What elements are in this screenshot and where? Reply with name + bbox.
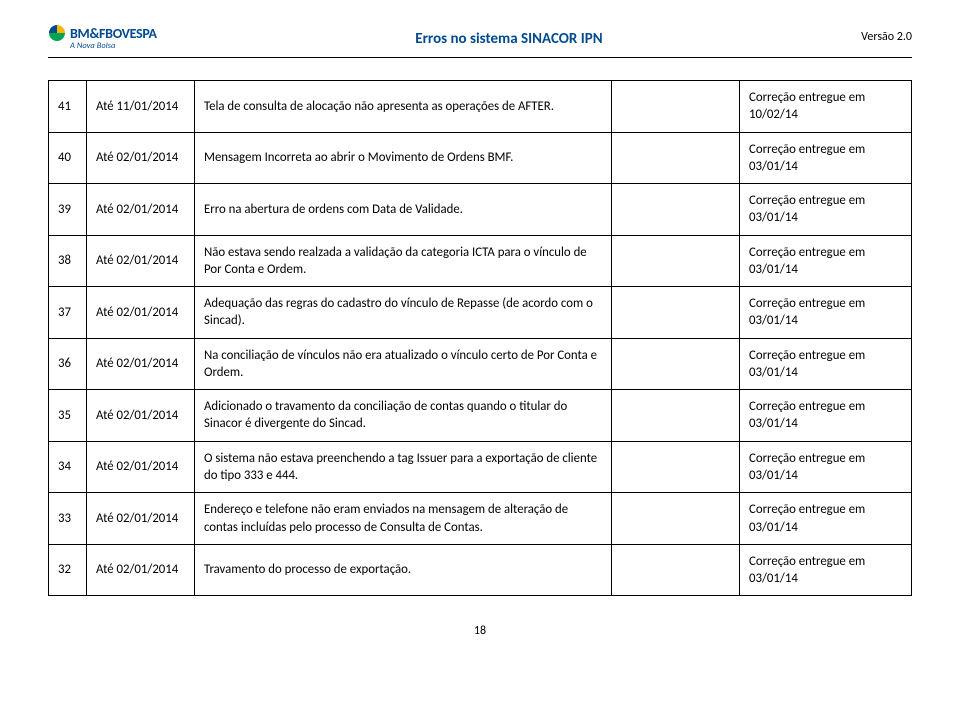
cell-desc: Endereço e telefone não eram enviados na… — [195, 493, 612, 545]
header-divider — [48, 57, 912, 58]
cell-id: 39 — [49, 184, 87, 236]
cell-id: 40 — [49, 132, 87, 184]
cell-status: Correção entregue em 03/01/14 — [740, 338, 912, 390]
cell-desc: O sistema não estava preenchendo a tag I… — [195, 441, 612, 493]
cell-status: Correção entregue em 03/01/14 — [740, 184, 912, 236]
cell-desc: Não estava sendo realzada a validação da… — [195, 235, 612, 287]
cell-status: Correção entregue em 03/01/14 — [740, 235, 912, 287]
table-row: 36Até 02/01/2014Na conciliação de víncul… — [49, 338, 912, 390]
cell-mid — [612, 235, 740, 287]
cell-desc: Adequação das regras do cadastro do vínc… — [195, 287, 612, 339]
table-row: 41Até 11/01/2014Tela de consulta de aloc… — [49, 81, 912, 133]
cell-date: Até 02/01/2014 — [87, 184, 195, 236]
cell-mid — [612, 544, 740, 596]
cell-date: Até 02/01/2014 — [87, 441, 195, 493]
table-row: 38Até 02/01/2014Não estava sendo realzad… — [49, 235, 912, 287]
table-row: 33Até 02/01/2014Endereço e telefone não … — [49, 493, 912, 545]
table-row: 37Até 02/01/2014Adequação das regras do … — [49, 287, 912, 339]
cell-mid — [612, 338, 740, 390]
cell-id: 41 — [49, 81, 87, 133]
table-row: 32Até 02/01/2014Travamento do processo d… — [49, 544, 912, 596]
cell-mid — [612, 441, 740, 493]
table-row: 35Até 02/01/2014Adicionado o travamento … — [49, 390, 912, 442]
page-header: BM&FBOVESPA A Nova Bolsa Erros no sistem… — [48, 24, 912, 51]
cell-id: 37 — [49, 287, 87, 339]
cell-date: Até 02/01/2014 — [87, 493, 195, 545]
cell-desc: Mensagem Incorreta ao abrir o Movimento … — [195, 132, 612, 184]
page-number: 18 — [48, 624, 912, 638]
cell-desc: Adicionado o travamento da conciliação d… — [195, 390, 612, 442]
cell-status: Correção entregue em 10/02/14 — [740, 81, 912, 133]
cell-id: 33 — [49, 493, 87, 545]
cell-date: Até 02/01/2014 — [87, 287, 195, 339]
cell-id: 36 — [49, 338, 87, 390]
cell-desc: Travamento do processo de exportação. — [195, 544, 612, 596]
cell-desc: Tela de consulta de alocação não apresen… — [195, 81, 612, 133]
cell-date: Até 11/01/2014 — [87, 81, 195, 133]
table-row: 40Até 02/01/2014Mensagem Incorreta ao ab… — [49, 132, 912, 184]
logo-icon — [48, 24, 66, 42]
cell-mid — [612, 132, 740, 184]
cell-date: Até 02/01/2014 — [87, 338, 195, 390]
cell-mid — [612, 81, 740, 133]
logo-brand-text: BM&FBOVESPA — [70, 25, 157, 42]
cell-desc: Na conciliação de vínculos não era atual… — [195, 338, 612, 390]
table-row: 34Até 02/01/2014O sistema não estava pre… — [49, 441, 912, 493]
errors-table: 41Até 11/01/2014Tela de consulta de aloc… — [48, 80, 912, 596]
cell-desc: Erro na abertura de ordens com Data de V… — [195, 184, 612, 236]
cell-status: Correção entregue em 03/01/14 — [740, 493, 912, 545]
table-row: 39Até 02/01/2014Erro na abertura de orde… — [49, 184, 912, 236]
cell-mid — [612, 184, 740, 236]
logo-top: BM&FBOVESPA — [48, 24, 157, 42]
version-label: Versão 2.0 — [861, 24, 912, 44]
cell-id: 32 — [49, 544, 87, 596]
document-page: BM&FBOVESPA A Nova Bolsa Erros no sistem… — [0, 0, 960, 658]
cell-date: Até 02/01/2014 — [87, 544, 195, 596]
cell-mid — [612, 287, 740, 339]
logo-tagline: A Nova Bolsa — [70, 41, 157, 51]
cell-status: Correção entregue em 03/01/14 — [740, 441, 912, 493]
cell-status: Correção entregue em 03/01/14 — [740, 544, 912, 596]
cell-id: 35 — [49, 390, 87, 442]
cell-status: Correção entregue em 03/01/14 — [740, 390, 912, 442]
document-title: Erros no sistema SINACOR IPN — [157, 24, 861, 48]
cell-date: Até 02/01/2014 — [87, 132, 195, 184]
cell-mid — [612, 390, 740, 442]
cell-date: Até 02/01/2014 — [87, 235, 195, 287]
cell-id: 34 — [49, 441, 87, 493]
logo-block: BM&FBOVESPA A Nova Bolsa — [48, 24, 157, 51]
cell-id: 38 — [49, 235, 87, 287]
cell-status: Correção entregue em 03/01/14 — [740, 132, 912, 184]
cell-mid — [612, 493, 740, 545]
cell-date: Até 02/01/2014 — [87, 390, 195, 442]
cell-status: Correção entregue em 03/01/14 — [740, 287, 912, 339]
